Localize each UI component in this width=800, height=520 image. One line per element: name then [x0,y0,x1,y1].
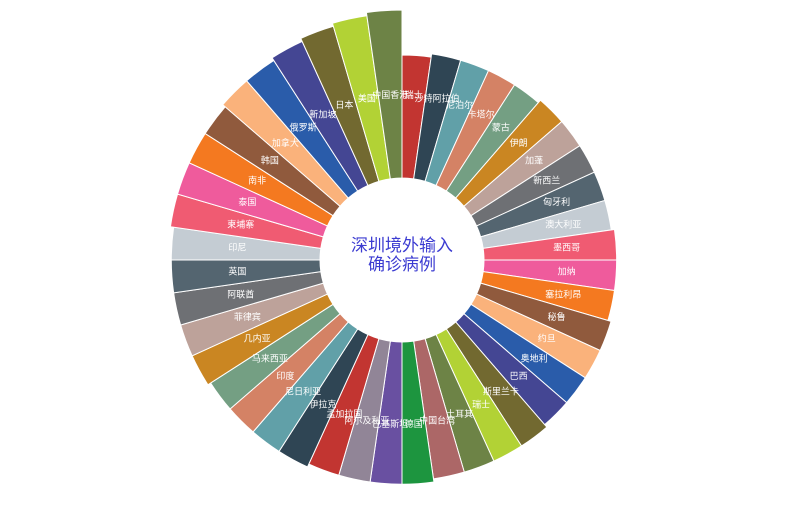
slice-label-34: 柬埔寨 [227,218,254,230]
slice-label-35: 泰国 [238,196,256,208]
slice-label-26: 尼日利亚 [285,386,321,398]
slice-label-20: 中国台湾 [419,415,455,427]
slice-label-14: 约旦 [538,333,556,345]
slice-label-18: 瑞士 [472,398,490,410]
slice-label-8: 匈牙利 [543,196,570,208]
slice-label-16: 巴西 [510,371,528,382]
slice-label-11: 加纳 [558,265,576,277]
slice-label-0: 瑞士 [405,89,423,101]
slice-43[interactable] [365,9,403,180]
slice-label-10: 墨西哥 [553,243,580,254]
slice-label-17: 斯里兰卡 [483,386,519,398]
slices-layer [169,9,618,485]
slice-label-29: 几内亚 [244,333,271,345]
slice-label-24: 孟加拉国 [326,408,362,420]
slice-label-23: 阿尔及利亚 [344,415,389,427]
slice-label-7: 新西兰 [533,174,560,186]
slice-label-43: 中国香港 [372,89,408,101]
slice-label-22: 巴基斯坦 [372,418,408,430]
slice-label-13: 秘鲁 [548,311,566,323]
slice-label-2: 尼泊尔 [446,99,473,111]
center-title-line-2: 确诊病例 [368,255,436,275]
slice-label-21: 德国 [405,418,423,430]
slice-label-40: 新加坡 [309,109,336,121]
slice-label-15: 奥地利 [521,352,548,364]
slice-label-32: 英国 [228,265,246,277]
slice-label-19: 土耳其 [446,408,473,420]
slice-label-33: 印尼 [228,242,246,254]
slice-label-4: 蒙古 [492,121,510,133]
center-title-line-1: 深圳境外输入 [351,236,453,256]
slice-label-41: 日本 [335,99,353,111]
slice-label-9: 澳大利亚 [545,218,581,230]
slice-label-5: 伊朗 [510,137,528,149]
slice-label-6: 加蓬 [525,155,543,167]
slice-label-12: 塞拉利昂 [545,289,581,301]
labels-layer: 瑞士沙特阿拉伯尼泊尔卡塔尔蒙古伊朗加蓬新西兰匈牙利澳大利亚墨西哥加纳塞拉利昂秘鲁… [227,89,581,430]
slice-label-25: 伊拉克 [309,398,336,410]
slice-label-37: 韩国 [261,155,279,167]
slice-label-31: 阿联酋 [227,289,254,301]
slice-label-28: 马来西亚 [252,353,288,364]
slice-label-30: 菲律宾 [234,311,261,323]
slice-label-42: 美国 [358,92,376,104]
slice-label-1: 沙特阿拉伯 [415,92,460,104]
slice-label-3: 卡塔尔 [468,109,495,121]
slice-label-36: 南非 [248,174,266,186]
slice-label-39: 俄罗斯 [290,121,317,133]
slice-label-27: 印度 [276,370,294,382]
slice-label-38: 加拿大 [272,137,299,149]
